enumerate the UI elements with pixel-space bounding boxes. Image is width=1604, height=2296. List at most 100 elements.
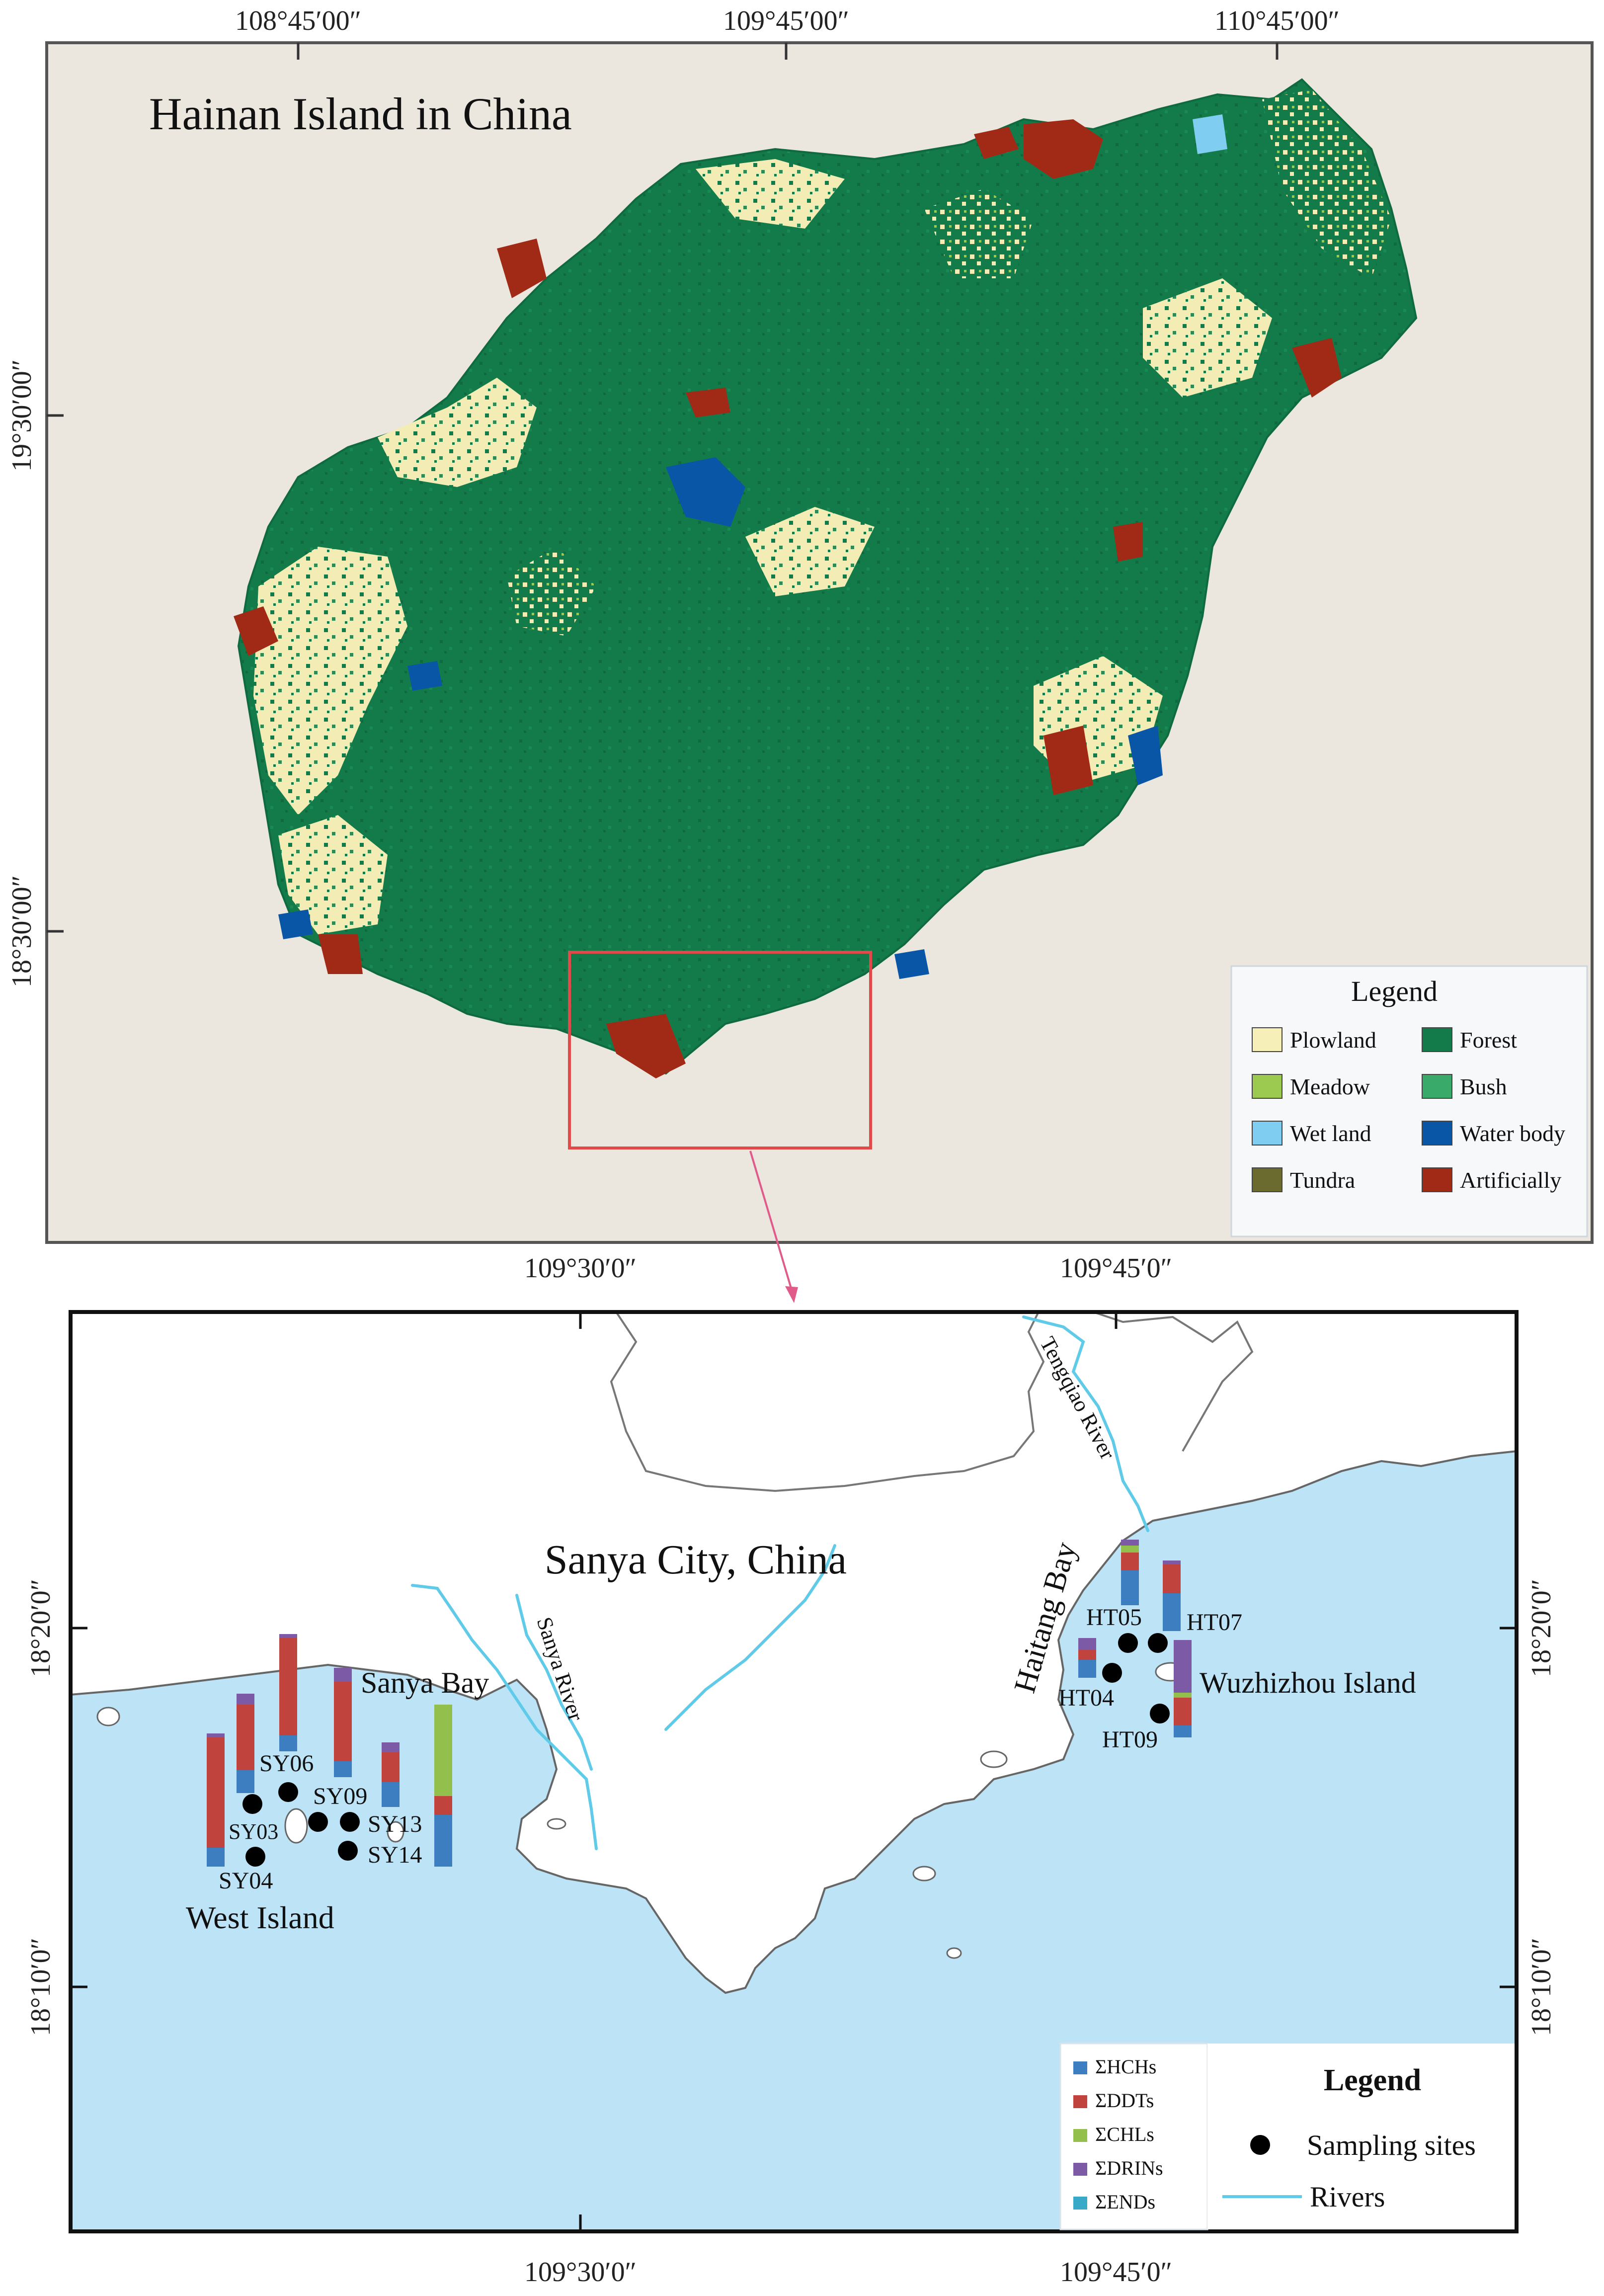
label-sy13: SY13 bbox=[368, 1811, 422, 1837]
landcover-swatch-1 bbox=[1422, 1027, 1452, 1052]
islet-1 bbox=[96, 1707, 120, 1726]
bottom-bottom-coord-1: 109°30′0″ bbox=[524, 2257, 637, 2288]
artificial-north bbox=[974, 127, 1019, 159]
landcover-label-6: Tundra bbox=[1290, 1167, 1355, 1193]
artificial-sanya bbox=[606, 1014, 686, 1078]
landcover-swatch-5 bbox=[1422, 1121, 1452, 1146]
artificial-east bbox=[1113, 522, 1143, 562]
sanya-land bbox=[70, 1311, 1518, 1994]
top-map-ticks bbox=[47, 43, 1279, 933]
bar-ht05-ddt bbox=[1121, 1553, 1139, 1570]
bar-ht07-hch bbox=[1163, 1593, 1181, 1631]
sites-legend-dot bbox=[1250, 2135, 1270, 2155]
bar-sy04-ddt bbox=[207, 1737, 225, 1848]
west-island bbox=[284, 1808, 308, 1844]
bar-sy13-hch bbox=[382, 1782, 400, 1807]
bar-ht09-chl bbox=[1174, 1693, 1192, 1698]
landcover-swatch-4 bbox=[1252, 1121, 1283, 1146]
compound-swatch-1 bbox=[1073, 2095, 1087, 2108]
compound-legend: ΣHCHs ΣDDTs ΣCHLs ΣDRINs ΣENDs bbox=[1059, 2043, 1208, 2230]
sanya-river-branch bbox=[515, 1594, 593, 1771]
landcover-label-4: Wet land bbox=[1290, 1121, 1371, 1146]
landcover-label-3: Bush bbox=[1460, 1074, 1507, 1099]
bar-ht09-drin bbox=[1174, 1640, 1192, 1693]
bar-sy06-drin bbox=[279, 1634, 297, 1638]
dot-sy09 bbox=[308, 1812, 328, 1832]
plowland-patch-nw bbox=[378, 378, 537, 487]
label-ht09: HT09 bbox=[1102, 1726, 1158, 1753]
bar-ht04-hch bbox=[1078, 1660, 1096, 1678]
compound-label-4: ΣENDs bbox=[1095, 2191, 1155, 2213]
compound-swatch-2 bbox=[1073, 2129, 1087, 2142]
bottom-map-panel: 109°30′0″ 109°45′0″ 109°30′0″ 109°45′0″ … bbox=[25, 1253, 1557, 2288]
label-sy04: SY04 bbox=[219, 1868, 273, 1894]
landcover-label-2: Meadow bbox=[1290, 1074, 1370, 1099]
label-sy14: SY14 bbox=[368, 1842, 422, 1868]
bar-sy04-hch bbox=[207, 1848, 225, 1867]
compound-swatch-0 bbox=[1073, 2061, 1087, 2074]
wetland-ne bbox=[1193, 114, 1227, 154]
artificial-center bbox=[686, 388, 730, 417]
islet-4 bbox=[912, 1866, 936, 1882]
artificial-se bbox=[1043, 726, 1093, 795]
bar-sy06-hch bbox=[279, 1735, 297, 1751]
artificial-nw bbox=[497, 239, 547, 298]
compound-label-3: ΣDRINs bbox=[1095, 2157, 1163, 2179]
sites-legend-title: Legend bbox=[1324, 2063, 1421, 2097]
label-sy09: SY09 bbox=[313, 1783, 367, 1809]
plowland-patch-n2 bbox=[924, 189, 1034, 278]
landcover-swatch-3 bbox=[1422, 1074, 1452, 1099]
bar-ht04-ddt bbox=[1078, 1650, 1096, 1660]
plowland-patch-north bbox=[696, 159, 845, 229]
bottom-map-title: Sanya City, China bbox=[545, 1537, 847, 1583]
islet-6 bbox=[946, 1947, 962, 1959]
label-ht04: HT04 bbox=[1058, 1685, 1114, 1711]
bottom-right-coord-2: 18°10′0″ bbox=[1526, 1938, 1557, 2036]
top-map-panel: 108°45′00″ 109°45′00″ 110°45′00″ 19°30′0… bbox=[6, 5, 1594, 1244]
water-sw bbox=[278, 909, 313, 939]
artificial-ne bbox=[1292, 338, 1342, 398]
bar-sy03-drin bbox=[237, 1694, 254, 1705]
compound-swatch-3 bbox=[1073, 2163, 1087, 2176]
bar-ht09-hch bbox=[1174, 1725, 1192, 1737]
bottom-map-frame bbox=[69, 1310, 1519, 2233]
sampling-dots bbox=[242, 1633, 1170, 1867]
inset-box bbox=[568, 951, 872, 1149]
admin-boundary-east bbox=[1093, 1311, 1254, 1452]
label-west-island: West Island bbox=[186, 1900, 334, 1935]
label-sy03: SY03 bbox=[229, 1819, 278, 1844]
bar-sy04-drin bbox=[207, 1733, 225, 1737]
bar-ht05-drin bbox=[1121, 1540, 1139, 1546]
bottom-right-coord-1: 18°20′0″ bbox=[1526, 1579, 1557, 1677]
compound-label-1: ΣDDTs bbox=[1095, 2089, 1154, 2112]
bar-ht07-drin bbox=[1163, 1560, 1181, 1564]
sites-legend-rivers: Rivers bbox=[1310, 2181, 1385, 2213]
artificial-haikou bbox=[1024, 119, 1103, 179]
dot-ht04 bbox=[1102, 1663, 1122, 1683]
islet-3 bbox=[547, 1818, 566, 1830]
inset-connector bbox=[749, 1150, 798, 1303]
water-songtao bbox=[666, 457, 745, 527]
bottom-bottom-coord-2: 109°45′0″ bbox=[1060, 2257, 1172, 2288]
plowland-patch-ne bbox=[1143, 278, 1272, 398]
bar-sy14-hch bbox=[434, 1815, 452, 1867]
label-sanya-bay: Sanya Bay bbox=[361, 1666, 489, 1699]
dot-sy14 bbox=[338, 1841, 358, 1861]
dot-sy03 bbox=[242, 1794, 262, 1814]
bar-ht09-ddt bbox=[1174, 1698, 1192, 1725]
bar-sy13-drin bbox=[382, 1742, 400, 1752]
dot-sy06 bbox=[278, 1782, 298, 1802]
top-coord-2: 109°45′00″ bbox=[723, 5, 849, 36]
bottom-left-coord-1: 18°20′0″ bbox=[25, 1579, 56, 1677]
label-sy06: SY06 bbox=[259, 1750, 314, 1777]
artificial-sw bbox=[318, 934, 363, 974]
left-coord-1: 19°30′00″ bbox=[6, 359, 37, 472]
plowland-patch-sw bbox=[278, 815, 388, 934]
dot-sy04 bbox=[245, 1847, 265, 1867]
dot-sy13 bbox=[340, 1812, 360, 1832]
landcover-swatch-7 bbox=[1422, 1167, 1452, 1192]
bar-sy14-chl bbox=[434, 1705, 452, 1796]
concentration-bars bbox=[207, 1540, 1192, 1867]
bar-ht04-drin bbox=[1078, 1638, 1096, 1650]
bar-sy09-ddt bbox=[334, 1682, 352, 1761]
